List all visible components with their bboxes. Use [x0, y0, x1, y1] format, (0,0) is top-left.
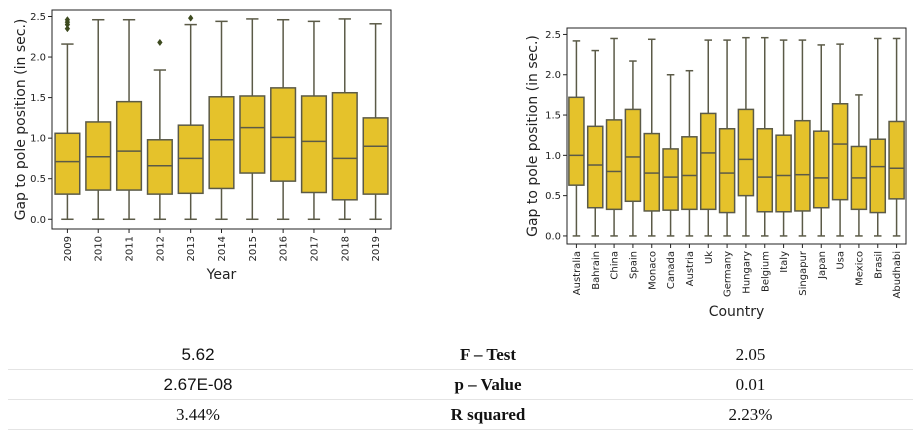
year-boxplot: 0.0 0.5 1.0 1.5 2.0 2.5 2009 2010 2011 2012 2013 20… — [13, 9, 392, 283]
box-Germany — [718, 127, 736, 214]
box-Canada — [662, 148, 679, 211]
box-Italy — [775, 134, 792, 213]
p-value-year-value: 2.67E-08 — [8, 369, 388, 400]
x-tick-label: Uk — [704, 251, 715, 264]
box-2019 — [362, 117, 389, 195]
box-2012 — [146, 139, 173, 195]
boxplot-figure: 0.0 0.5 1.0 1.5 2.0 2.5 2009 2010 2011 2012 2013 20… — [13, 9, 907, 320]
table-row: 3.44% R squared 2.23% — [8, 399, 913, 430]
box-Abudhabi — [888, 120, 905, 200]
outlier-point — [187, 14, 194, 22]
x-axis-label: Country — [709, 304, 765, 320]
x-tick-label: 2012 — [155, 236, 166, 261]
x-tick-label: Italy — [779, 251, 790, 273]
x-tick-label: 2018 — [340, 236, 351, 261]
plot-frame — [566, 27, 907, 245]
x-tick-label: 2011 — [125, 236, 136, 261]
outlier-point — [64, 16, 71, 24]
box-Uk — [699, 112, 717, 211]
x-tick-label: 2010 — [94, 236, 105, 261]
p-value-label: p – Value — [388, 369, 588, 400]
x-tick-label: Monaco — [647, 251, 658, 290]
box-Usa — [831, 103, 849, 201]
box-2018 — [331, 91, 358, 201]
r-squared-label: R squared — [388, 399, 588, 430]
x-tick-label: Brasil — [873, 251, 884, 279]
x-axis-label: Year — [206, 267, 237, 283]
f-test-country-value: 2.05 — [588, 340, 913, 370]
box-2013 — [177, 124, 204, 195]
x-tick-label: Singapur — [798, 250, 809, 296]
y-tick-label: 1.5 — [30, 93, 46, 104]
y-axis-label: Gap to pole position (in sec.) — [13, 19, 29, 221]
x-tick-label: Belgium — [760, 251, 771, 292]
box-2014 — [208, 96, 235, 190]
box-Brasil — [869, 138, 887, 214]
box-2017 — [300, 95, 328, 194]
f-test-year-value: 5.62 — [8, 340, 388, 370]
box-2011 — [115, 100, 143, 191]
box-Monaco — [643, 132, 661, 212]
stats-table: 5.62 F – Test 2.05 2.67E-08 p – Value 0.… — [8, 340, 913, 430]
x-tick-label: 2014 — [217, 236, 228, 261]
p-value-country-value: 0.01 — [588, 369, 913, 400]
box-2015 — [239, 95, 266, 174]
x-tick-label: Canada — [666, 251, 677, 289]
box-2009 — [54, 132, 81, 195]
outlier-point — [157, 38, 163, 47]
outlier-point — [64, 25, 71, 33]
y-tick-label: 2.0 — [545, 70, 561, 81]
box-Bahrain — [586, 125, 604, 209]
r-squared-year-value: 3.44% — [8, 399, 388, 430]
y-tick-label: 1.0 — [545, 151, 561, 162]
x-tick-label: Australia — [572, 251, 583, 295]
x-tick-label: Austria — [685, 251, 696, 286]
x-tick-label: China — [610, 251, 621, 280]
y-tick-label: 2.5 — [545, 30, 561, 41]
box-Australia — [568, 96, 585, 186]
box-2010 — [85, 121, 112, 191]
y-axis-label: Gap to pole position (in sec.) — [525, 35, 541, 237]
x-tick-label: Hungary — [741, 251, 752, 294]
x-tick-label: 2009 — [63, 236, 74, 261]
x-tick-label: Abudhabi — [892, 251, 903, 298]
box-Singapur — [794, 119, 811, 212]
y-tick-label: 2.0 — [30, 53, 46, 64]
box-Hungary — [737, 108, 755, 197]
y-tick-label: 1.5 — [545, 111, 561, 122]
x-tick-label: Usa — [836, 251, 847, 270]
y-tick-label: 1.0 — [30, 134, 46, 145]
x-tick-label: Bahrain — [591, 251, 602, 290]
x-tick-label: 2013 — [186, 236, 197, 261]
table-row: 2.67E-08 p – Value 0.01 — [8, 369, 913, 400]
y-tick-label: 0.0 — [545, 231, 561, 242]
box-Japan — [812, 130, 830, 209]
box-Belgium — [756, 127, 774, 213]
x-tick-label: 2017 — [309, 236, 320, 261]
x-tick-label: 2016 — [279, 236, 290, 261]
country-boxplot: 0.0 0.5 1.0 1.5 2.0 2.5 Australia Bahrain China S… — [525, 27, 907, 320]
x-tick-label: Mexico — [854, 251, 865, 286]
box-Spain — [624, 108, 642, 203]
box-Austria — [681, 136, 698, 211]
x-tick-label: Germany — [723, 251, 734, 297]
x-tick-label: Spain — [628, 251, 639, 279]
y-tick-label: 0.5 — [30, 174, 46, 185]
x-tick-label: 2015 — [248, 236, 259, 261]
y-tick-label: 0.0 — [30, 215, 46, 226]
table-row: 5.62 F – Test 2.05 — [8, 340, 913, 370]
r-squared-country-value: 2.23% — [588, 399, 913, 430]
box-2016 — [270, 87, 297, 182]
y-tick-label: 0.5 — [545, 191, 561, 202]
x-tick-label: Japan — [817, 251, 828, 280]
box-China — [605, 119, 623, 211]
f-test-label: F – Test — [388, 340, 588, 370]
y-tick-label: 2.5 — [30, 12, 46, 23]
x-tick-label: 2019 — [371, 236, 382, 261]
